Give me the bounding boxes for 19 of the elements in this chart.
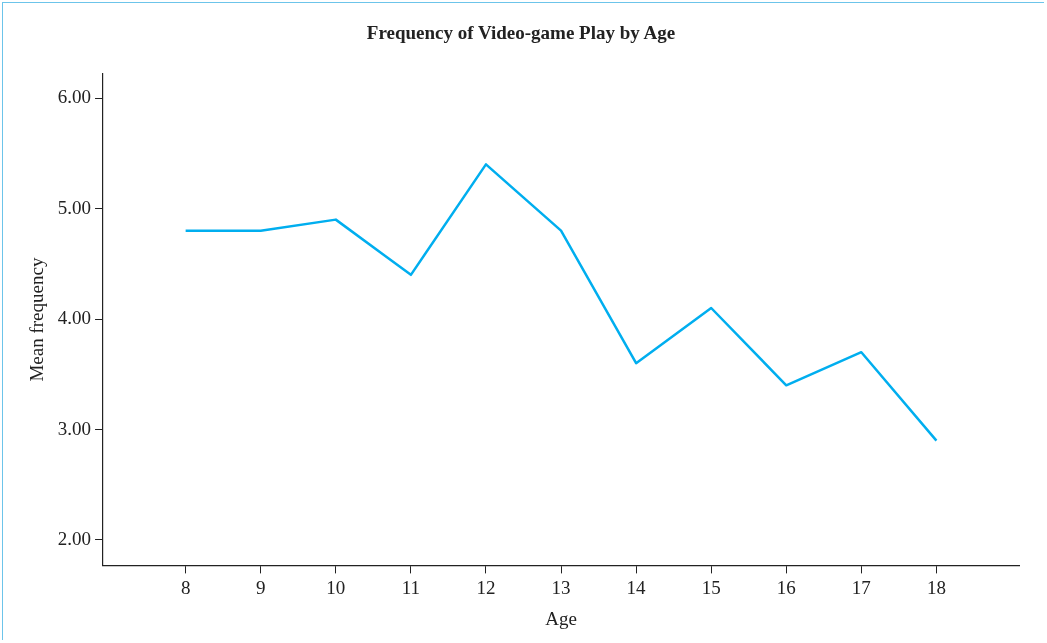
chart-title: Frequency of Video-game Play by Age (366, 22, 676, 44)
x-tick-label: 18 (926, 576, 946, 598)
x-axis-title: Age (545, 607, 577, 629)
y-tick-label: 3.00 (57, 417, 92, 439)
x-tick-label: 12 (476, 576, 496, 598)
y-tick-label: 6.00 (57, 86, 92, 108)
x-tick-label: 13 (551, 576, 571, 598)
x-tick-label: 15 (701, 576, 721, 598)
y-tick-label: 2.00 (57, 527, 92, 549)
x-tick-label: 11 (401, 576, 421, 598)
x-tick-label: 8 (180, 576, 191, 598)
x-tick-label: 10 (326, 576, 346, 598)
y-tick-label: 5.00 (57, 196, 92, 218)
x-tick-label: 17 (851, 576, 871, 598)
y-tick-label: 4.00 (57, 307, 92, 329)
x-tick-label: 16 (776, 576, 796, 598)
x-tick-label: 9 (255, 576, 266, 598)
y-axis-title: Mean frequency (26, 257, 48, 382)
x-tick-label: 14 (626, 576, 647, 598)
